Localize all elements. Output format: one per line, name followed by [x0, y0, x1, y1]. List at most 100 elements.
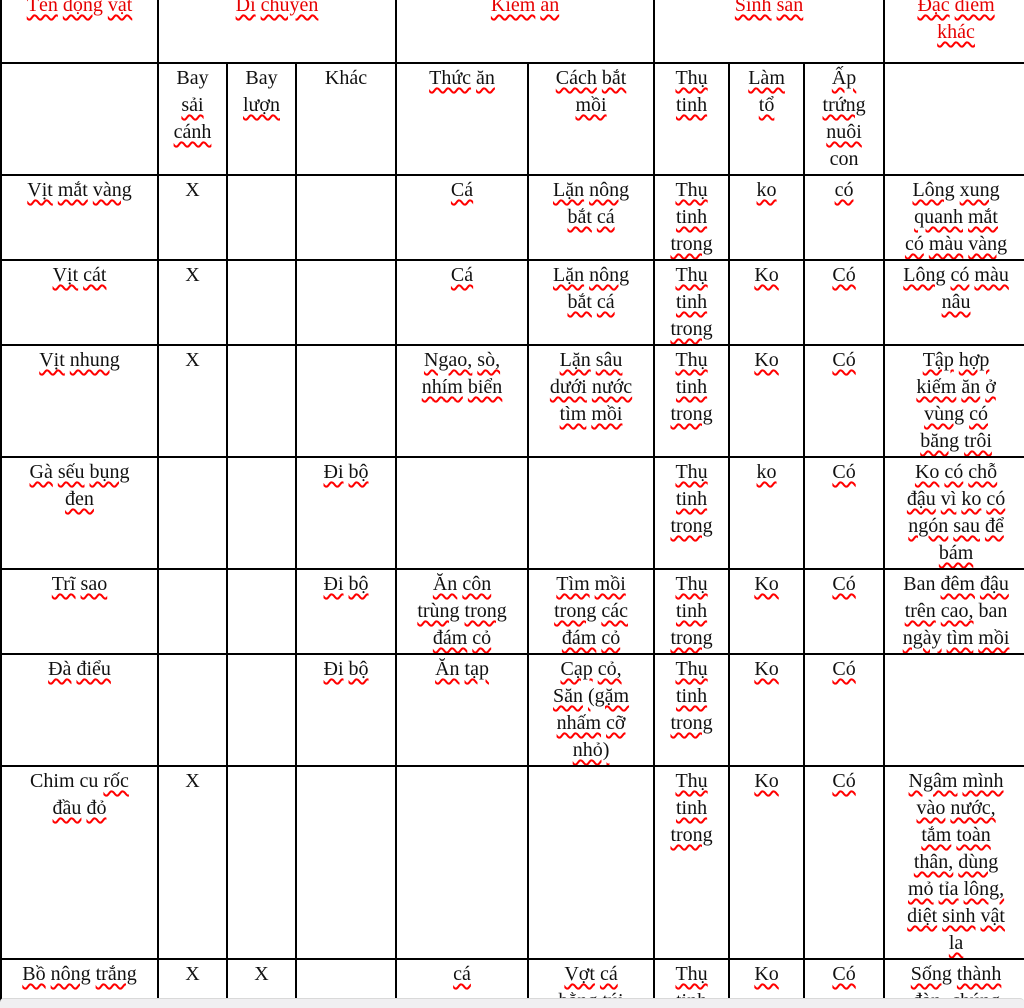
- subheader-cell[interactable]: Cách bắt mồi: [527, 62, 656, 176]
- table-cell[interactable]: Lặn nông bắt cá: [527, 259, 656, 346]
- word: kiếm: [916, 376, 957, 398]
- table-cell[interactable]: [226, 456, 297, 570]
- table-cell[interactable]: Có: [803, 456, 886, 570]
- table-cell[interactable]: Thụ tinh trong: [653, 259, 731, 346]
- table-cell[interactable]: Có: [803, 653, 886, 767]
- table-cell[interactable]: Vịt cát: [0, 259, 159, 346]
- header-cell[interactable]: Sinh sản: [653, 0, 886, 64]
- horizontal-scrollbar[interactable]: [0, 998, 1024, 1008]
- header-cell[interactable]: Kiếm ăn: [395, 0, 656, 64]
- word: cu: [79, 770, 99, 792]
- table-cell[interactable]: Vịt mắt vàng: [0, 174, 159, 261]
- table-cell[interactable]: Thụ tinh trong: [653, 456, 731, 570]
- table-cell[interactable]: Đi bộ: [294, 456, 398, 570]
- subheader-cell[interactable]: Làm tổ: [728, 62, 806, 176]
- table-cell[interactable]: [883, 653, 1024, 767]
- word: mình: [962, 770, 1004, 792]
- word: X: [185, 349, 200, 371]
- table-cell[interactable]: Thụ tinh trong: [653, 653, 731, 767]
- table-cell[interactable]: Có: [803, 568, 886, 655]
- subheader-cell[interactable]: Ấp trứng nuôi con: [803, 62, 886, 176]
- table-cell[interactable]: Ko: [728, 568, 806, 655]
- table-cell[interactable]: ko: [728, 456, 806, 570]
- table-cell[interactable]: X: [157, 765, 228, 960]
- table-cell[interactable]: [157, 456, 228, 570]
- header-cell[interactable]: Di chuyển: [156, 0, 398, 64]
- table-cell[interactable]: X: [157, 344, 228, 458]
- table-cell[interactable]: Đi bộ: [294, 653, 398, 767]
- table-cell[interactable]: Có: [803, 259, 886, 346]
- table-cell[interactable]: [294, 765, 398, 960]
- table-cell[interactable]: [527, 765, 656, 960]
- table-cell[interactable]: Lông có màu nâu: [883, 259, 1024, 346]
- table-cell[interactable]: Ban đêm đậu trên cao, ban ngày tìm mồi: [883, 568, 1024, 655]
- subheader-cell[interactable]: Bay lượn: [226, 62, 297, 176]
- subheader-cell[interactable]: Thức ăn: [395, 62, 530, 176]
- table-cell[interactable]: Thụ tinh trong: [653, 174, 731, 261]
- table-row: Vịt nhung X Ngao, sò, nhím biển Lặn sâu dưới …: [0, 344, 1024, 458]
- word: sâu: [595, 349, 623, 371]
- subheader-cell[interactable]: Thụ tinh: [653, 62, 731, 176]
- header-cell[interactable]: Tên động vật: [0, 0, 159, 64]
- table-cell[interactable]: [226, 259, 297, 346]
- table-cell[interactable]: Ko: [728, 344, 806, 458]
- table-cell[interactable]: Lặn nông bắt cá: [527, 174, 656, 261]
- table-cell[interactable]: Ko: [728, 765, 806, 960]
- subheader-cell[interactable]: [0, 62, 159, 176]
- table-cell[interactable]: [157, 653, 228, 767]
- subheader-cell[interactable]: [883, 62, 1024, 176]
- table-cell[interactable]: Thụ tinh trong: [653, 765, 731, 960]
- table-cell[interactable]: [226, 765, 297, 960]
- table-cell[interactable]: Có: [803, 765, 886, 960]
- table-cell[interactable]: ko: [728, 174, 806, 261]
- table-cell[interactable]: Ko: [728, 259, 806, 346]
- word: vật: [107, 0, 133, 16]
- table-cell[interactable]: [294, 344, 398, 458]
- table-cell[interactable]: X: [157, 259, 228, 346]
- table-cell[interactable]: Thụ tinh trong: [653, 568, 731, 655]
- table-cell[interactable]: X: [157, 174, 228, 261]
- table-cell[interactable]: Vịt nhung: [0, 344, 159, 458]
- word: biển: [467, 376, 503, 398]
- table-cell[interactable]: [527, 456, 656, 570]
- table-cell[interactable]: [226, 653, 297, 767]
- word: tỉa: [938, 878, 959, 900]
- table-cell[interactable]: Ngao, sò, nhím biển: [395, 344, 530, 458]
- table-cell[interactable]: Ăn côn trùng trong đám cỏ: [395, 568, 530, 655]
- table-cell[interactable]: Chim cu rốc đầu đỏ: [0, 765, 159, 960]
- table-cell[interactable]: [226, 568, 297, 655]
- table-cell[interactable]: Đi bộ: [294, 568, 398, 655]
- subheader-cell[interactable]: Khác: [294, 62, 398, 176]
- table-cell[interactable]: Lặn sâu dưới nước tìm mồi: [527, 344, 656, 458]
- table-cell[interactable]: [226, 344, 297, 458]
- table-cell[interactable]: [395, 765, 530, 960]
- table-cell[interactable]: Ko có chỗ đậu vì ko có ngón sau để bám: [883, 456, 1024, 570]
- subheader-cell[interactable]: Bay sải cánh: [157, 62, 228, 176]
- table-cell[interactable]: có: [803, 174, 886, 261]
- table-cell[interactable]: Ăn tạp: [395, 653, 530, 767]
- header-cell[interactable]: Đặc điểm khác: [883, 0, 1024, 64]
- word: tinh: [675, 206, 708, 228]
- table-cell[interactable]: Cạp cỏ, Săn (gặm nhấm cỡ nhỏ): [527, 653, 656, 767]
- table-cell[interactable]: [226, 174, 297, 261]
- word: Đi: [323, 658, 344, 680]
- table-cell[interactable]: Cá: [395, 174, 530, 261]
- table-cell[interactable]: [294, 259, 398, 346]
- table-cell[interactable]: Gà sếu bụng đen: [0, 456, 159, 570]
- table-cell[interactable]: Cá: [395, 259, 530, 346]
- table-cell[interactable]: Đà điểu: [0, 653, 159, 767]
- table-cell[interactable]: Tìm mồi trong các đám cỏ: [527, 568, 656, 655]
- table-cell[interactable]: Ngâm mình vào nước, tắm toàn thân, dùng mỏ t…: [883, 765, 1024, 960]
- table-cell[interactable]: Tập hợp kiếm ăn ở vùng có băng trôi: [883, 344, 1024, 458]
- table-cell[interactable]: Thụ tinh trong: [653, 344, 731, 458]
- table-cell[interactable]: Trĩ sao: [0, 568, 159, 655]
- table-cell[interactable]: [157, 568, 228, 655]
- word: vì: [940, 488, 957, 510]
- table-cell[interactable]: Ko: [728, 653, 806, 767]
- table-cell[interactable]: [294, 174, 398, 261]
- table-cell[interactable]: [395, 456, 530, 570]
- table-cell[interactable]: Lông xung quanh mắt có màu vàng: [883, 174, 1024, 261]
- table-cell[interactable]: Có: [803, 344, 886, 458]
- word: quanh: [914, 206, 963, 228]
- word: có: [944, 461, 964, 483]
